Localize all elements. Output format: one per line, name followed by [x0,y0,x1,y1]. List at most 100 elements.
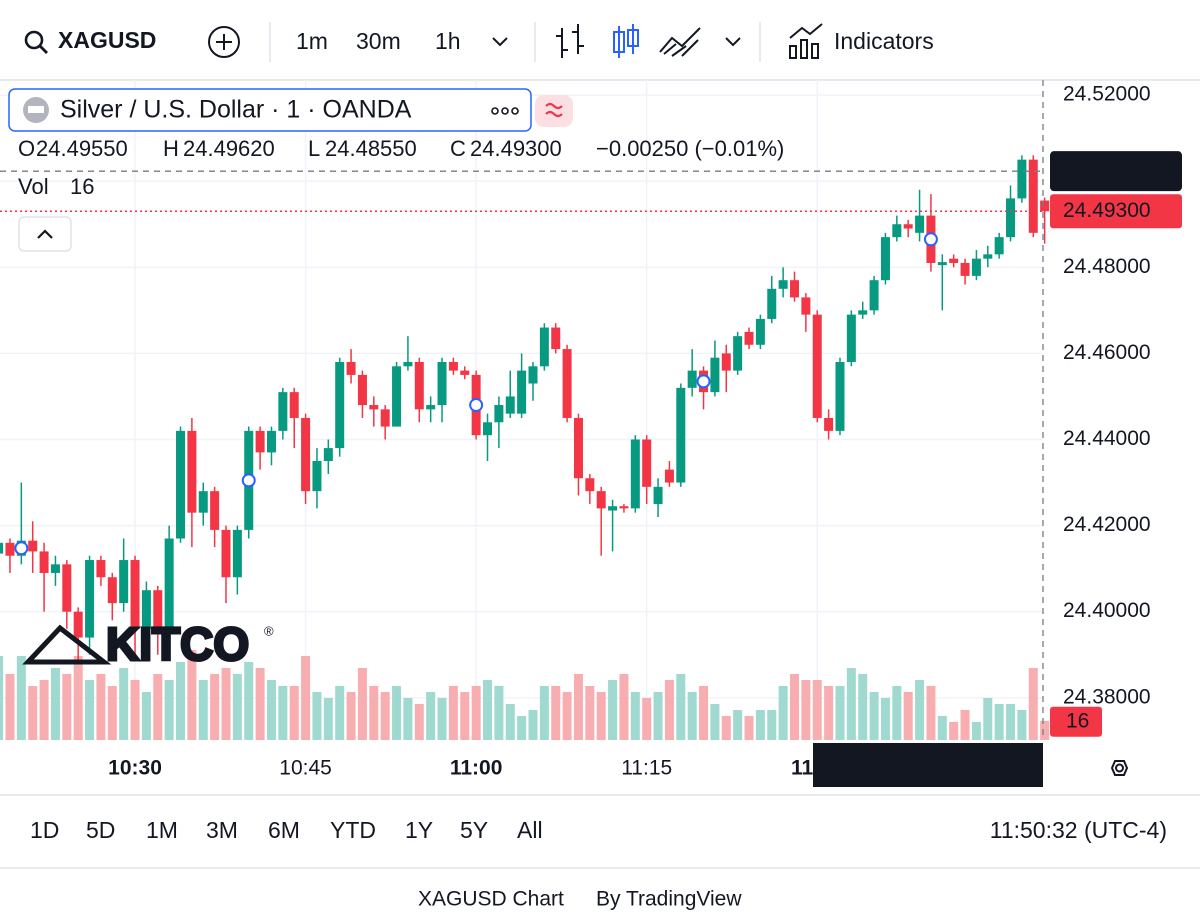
volume-bar [858,674,868,740]
indicators-icon[interactable] [789,23,823,59]
candle-body [858,310,868,315]
volume-bar [949,722,959,740]
candle-body [960,262,970,276]
volume-bar [664,680,674,740]
range-button[interactable]: 1Y [405,817,433,843]
y-tick-label: 24.52000 [1063,83,1151,106]
event-marker[interactable] [469,398,484,413]
clock[interactable]: 11:50:32 (UTC-4) [990,817,1167,843]
event-marker[interactable] [696,374,711,389]
indicators-button[interactable]: Indicators [834,28,934,54]
candle-body [1017,159,1027,199]
candle-body [983,254,993,259]
range-button[interactable]: 5Y [460,817,488,843]
crosshair-price-label: 24.50232 [1063,159,1151,182]
volume-bar [0,656,4,740]
y-tick-label: 24.38000 [1063,685,1151,708]
volume-bar [835,686,845,740]
event-marker[interactable] [14,541,29,556]
volume-bar [380,692,390,740]
y-tick-label: 24.42000 [1063,513,1151,536]
last-price-label: 24.49300 [1063,199,1151,222]
candle-body [801,297,811,315]
volume-bar [528,710,538,740]
event-marker[interactable] [923,232,938,247]
range-button[interactable]: 6M [268,817,300,843]
volume-bar [971,722,981,740]
volume-bar [846,668,856,740]
candle-body [994,237,1004,255]
x-tick-label: 10:45 [279,757,332,780]
symbol-legend-box[interactable] [8,88,532,132]
range-button[interactable]: 3M [206,817,238,843]
legend: Silver / U.S. Dollar · 1 · OANDA O 24.495… [8,88,784,252]
candle-body [585,478,595,492]
volume-bar [335,686,345,740]
candle-body [630,439,640,509]
range-button[interactable]: 5D [86,817,115,843]
candles-icon[interactable] [613,24,639,58]
range-button[interactable]: YTD [330,817,376,843]
volume-bar [448,686,458,740]
search-icon[interactable] [24,30,44,50]
footer-by: By TradingView [596,888,742,911]
crosshair-time-tag [813,743,1043,787]
volume-bar [244,662,254,740]
candle-body [642,439,652,487]
y-tick-label: 24.40000 [1063,599,1151,622]
volume-bar [812,680,822,740]
event-marker[interactable] [241,473,256,488]
market-status[interactable] [535,95,573,127]
settings-button[interactable] [1110,760,1129,776]
collapse-legend-button[interactable] [18,216,72,252]
ohlc-value: 24.48550 [325,136,417,161]
area-icon[interactable] [659,27,701,57]
volume-bar [1006,704,1016,740]
ohlc-key: C [450,136,466,161]
crosshair-time: 11:50 [968,755,1019,778]
volume-bar [915,680,925,740]
candle-body [710,357,720,393]
candle-body [28,540,38,552]
ohlc-legend: O 24.49550 H 24.49620 L 24.48550 C 24.49300 −0.0… [18,136,784,161]
interval-1h[interactable]: 1h [435,28,461,54]
candle-body [50,564,60,573]
candle-body [392,366,402,427]
volume-bar [676,674,686,740]
volume-bar [130,680,140,740]
compare-button[interactable] [208,26,240,58]
chart-type-dropdown[interactable] [725,37,741,47]
volume-bar [119,668,129,740]
interval-30m[interactable]: 30m [356,28,401,54]
volume-bar [573,674,583,740]
volume-bar [198,680,208,740]
interval-dropdown[interactable] [492,37,508,47]
range-button[interactable]: 1M [146,817,178,843]
symbol[interactable]: XAGUSD [58,27,156,53]
y-tick-label: 24.46000 [1063,341,1151,364]
more-dot[interactable] [491,107,499,115]
last-price-tag [1050,194,1182,229]
candle-body [107,577,117,604]
footer-link[interactable]: XAGUSD Chart [418,888,564,911]
volume-tag-label: 16 [1066,709,1089,732]
candle-body [528,366,538,384]
volume-bar [608,680,618,740]
candle-body [744,331,754,345]
range-button[interactable]: All [517,817,543,843]
candle-body [687,370,697,388]
symbol-title: Silver / U.S. Dollar · 1 · OANDA [60,96,412,124]
interval-1m[interactable]: 1m [296,28,328,54]
bars-icon[interactable] [556,24,584,58]
ohlc-value: 24.49550 [36,136,128,161]
candle-body [767,288,777,319]
volume-bar [767,710,777,740]
ohlc-key: O [18,136,35,161]
volume-bar [880,698,890,740]
market-status-icon [545,102,563,118]
volume-bar [403,698,413,740]
volume-bar [778,686,788,740]
range-button[interactable]: 1D [30,817,59,843]
